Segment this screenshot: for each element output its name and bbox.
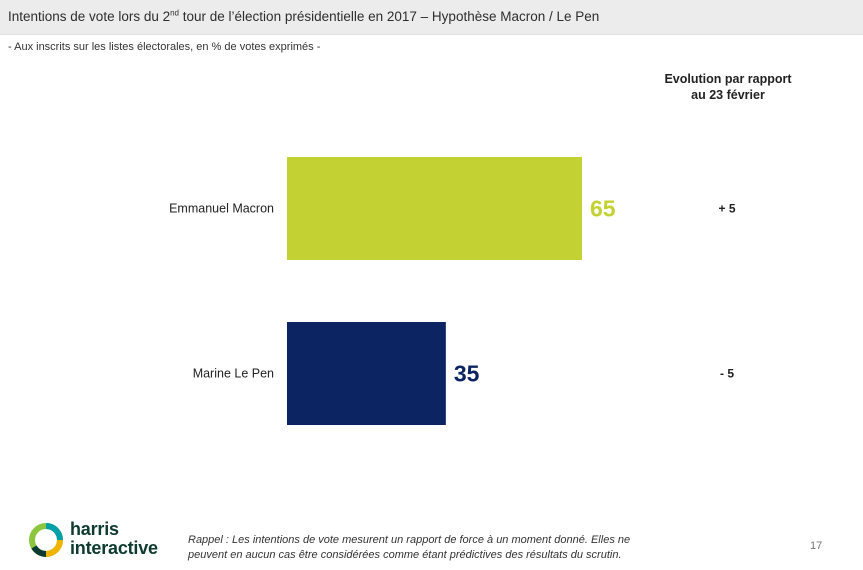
bar-chart: Emmanuel Macron 65 + 5 Marine Le Pen 35 - 5: [169, 157, 736, 425]
bar-1: [287, 322, 446, 425]
evolution-column-header: Evolution par rapport au 23 février: [664, 72, 792, 102]
disclaimer-note: Rappel : Les intentions de vote mesurent…: [188, 534, 631, 561]
evolution-value: - 5: [720, 367, 734, 381]
value-label: 35: [454, 361, 480, 387]
category-label: Marine Le Pen: [193, 367, 274, 381]
title-bar: Intentions de vote lors du 2nd tour de l…: [0, 0, 863, 35]
page-number: 17: [810, 540, 823, 552]
category-label: Emmanuel Macron: [169, 202, 274, 216]
page-title: Intentions de vote lors du 2nd tour de l…: [8, 8, 600, 24]
logo-ring-icon: [29, 523, 63, 557]
bar-0: [287, 157, 582, 260]
evolution-value: + 5: [718, 202, 735, 216]
value-label: 65: [590, 196, 616, 222]
logo-wordmark: harris interactive: [70, 519, 158, 558]
subtitle: - Aux inscrits sur les listes électorale…: [8, 41, 321, 53]
harris-interactive-logo: harris interactive: [28, 518, 178, 562]
